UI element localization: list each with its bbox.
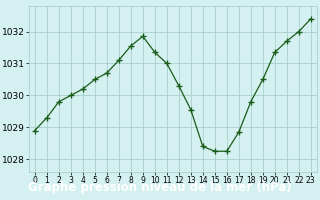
Text: Graphe pression niveau de la mer (hPa): Graphe pression niveau de la mer (hPa)	[28, 180, 292, 194]
